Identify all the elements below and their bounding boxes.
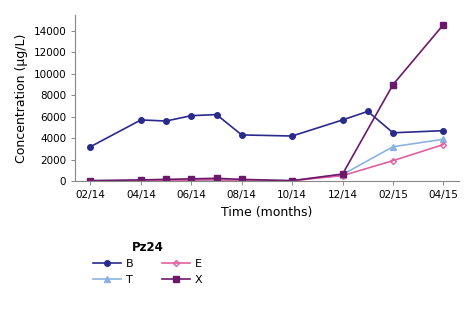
E [340,174,346,178]
E [214,178,219,182]
T [340,172,346,176]
T [289,179,295,183]
T [88,179,93,183]
X [289,179,295,183]
B [239,133,245,137]
Y-axis label: Concentration (μg/L): Concentration (μg/L) [15,33,28,163]
B [365,109,371,113]
X [390,83,396,87]
B [138,118,144,122]
X [163,177,169,181]
T [189,178,194,182]
X [138,178,144,182]
T [163,178,169,182]
E [390,159,396,163]
E [88,179,93,183]
T [214,178,219,182]
B [340,118,346,122]
Line: B: B [88,109,446,150]
E [289,179,295,183]
E [239,179,245,183]
Legend: B, T, E, X: B, T, E, X [89,236,207,289]
X [441,23,447,26]
T [138,179,144,183]
T [441,137,447,141]
B [88,145,93,149]
B [189,114,194,118]
Line: T: T [88,136,446,183]
X-axis label: Time (months): Time (months) [221,206,313,218]
Line: E: E [88,142,446,183]
X [214,176,219,180]
B [390,131,396,135]
X [88,179,93,183]
Line: X: X [88,22,446,183]
T [390,145,396,149]
B [441,129,447,133]
T [239,178,245,182]
E [163,178,169,182]
X [340,172,346,176]
E [189,178,194,182]
E [441,143,447,147]
B [214,113,219,117]
E [138,179,144,183]
X [239,177,245,181]
B [163,119,169,123]
B [289,134,295,138]
X [189,177,194,181]
